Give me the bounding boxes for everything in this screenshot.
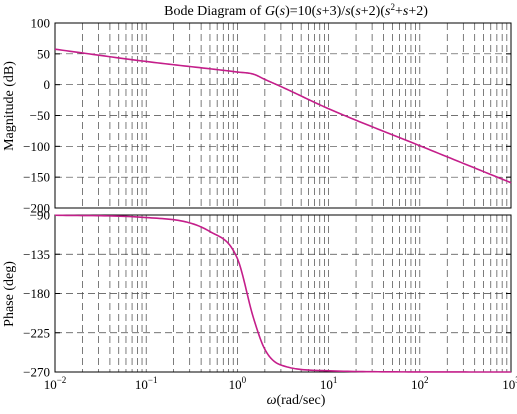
y-tick-label: −135 xyxy=(23,247,50,262)
y-tick-label: −200 xyxy=(23,201,50,216)
series-line xyxy=(54,48,512,184)
y-tick-label: −150 xyxy=(23,170,50,185)
y-tick-label: −50 xyxy=(30,108,50,123)
x-tick-label: 10−2 xyxy=(44,375,67,392)
y-tick-label: −90 xyxy=(30,208,50,223)
plot-frame xyxy=(54,22,512,209)
x-tick-label: 101 xyxy=(320,375,338,392)
magnitude-panel: 100 50 0 −50 −100 −150 −200 xyxy=(23,16,512,216)
y-tick-label: −100 xyxy=(23,139,50,154)
y-tick-label: −180 xyxy=(23,286,50,301)
x-tick-label: 103 xyxy=(502,375,517,392)
y-tick-label: 0 xyxy=(44,77,51,92)
chart-title: Bode Diagram of G(s)=10(s+3)/s(s+2)(s2+s… xyxy=(164,2,428,19)
y-tick-label: 100 xyxy=(31,16,51,31)
y-tick-label: −225 xyxy=(23,325,50,340)
x-tick-label: 10−1 xyxy=(135,375,158,392)
y-tick-label: −270 xyxy=(23,365,50,380)
y-tick-label: 50 xyxy=(37,46,50,61)
plot-frame xyxy=(54,214,512,373)
series-line xyxy=(54,214,511,373)
x-tick-label: 100 xyxy=(229,375,247,392)
magnitude-y-label: Magnitude (dB) xyxy=(2,61,17,151)
x-tick-label: 102 xyxy=(411,375,429,392)
phase-y-label: Phase (deg) xyxy=(2,261,17,327)
x-axis-label: ω(rad/sec) xyxy=(267,393,326,408)
